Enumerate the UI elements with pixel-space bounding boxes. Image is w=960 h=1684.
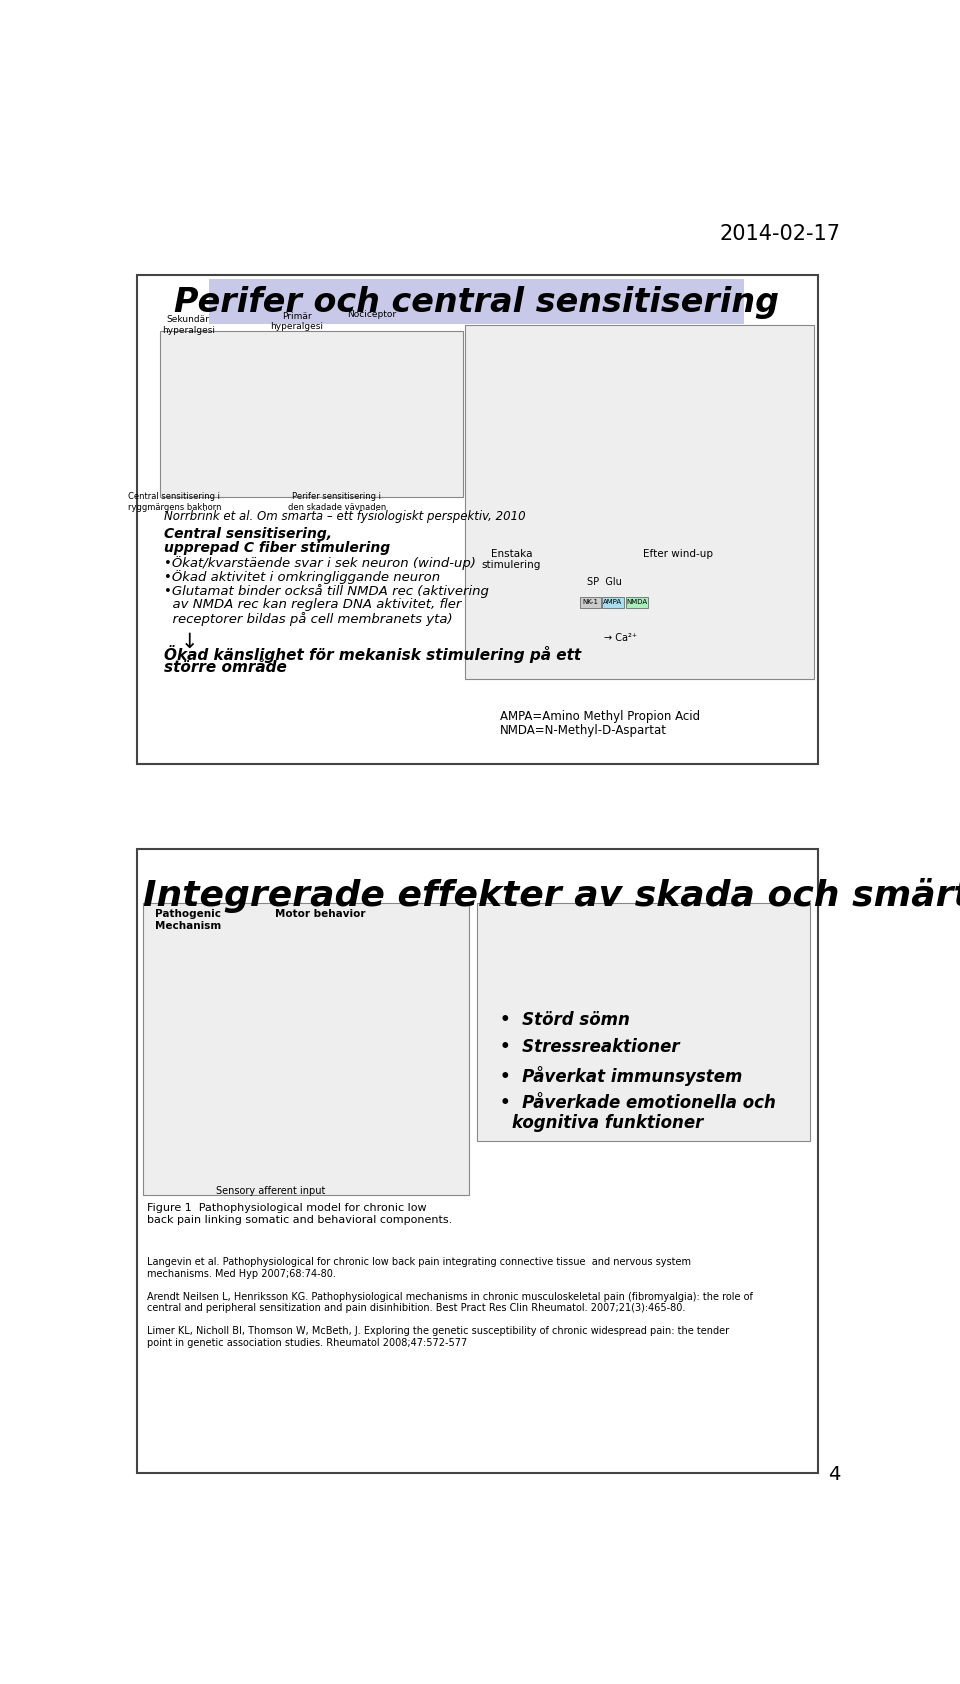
Text: •  Påverkade emotionella och: • Påverkade emotionella och xyxy=(500,1093,776,1111)
Text: större område: större område xyxy=(164,660,287,675)
Text: Norrbrink et al. Om smarta – ett fysiologiskt perspektiv, 2010: Norrbrink et al. Om smarta – ett fysiolo… xyxy=(164,510,526,524)
Text: 2014-02-17: 2014-02-17 xyxy=(720,224,841,244)
Text: SP  Glu: SP Glu xyxy=(587,578,622,588)
Text: NMDA: NMDA xyxy=(626,600,647,606)
Text: AMPA=Amino Methyl Propion Acid: AMPA=Amino Methyl Propion Acid xyxy=(500,711,700,724)
Text: •  Stressreaktioner: • Stressreaktioner xyxy=(500,1039,680,1056)
Bar xyxy=(476,903,809,1142)
Text: NK-1: NK-1 xyxy=(583,600,598,606)
Text: Langevin et al. Pathophysiological for chronic low back pain integrating connect: Langevin et al. Pathophysiological for c… xyxy=(147,1256,691,1278)
Text: kognitiva funktioner: kognitiva funktioner xyxy=(512,1113,704,1132)
Text: Figure 1  Pathophysiological model for chronic low
back pain linking somatic and: Figure 1 Pathophysiological model for ch… xyxy=(147,1202,452,1224)
Text: Pathogenic
Mechanism: Pathogenic Mechanism xyxy=(155,909,221,931)
Bar xyxy=(602,598,624,608)
Text: •  Påverkat immunsystem: • Påverkat immunsystem xyxy=(500,1066,742,1086)
Text: Perifer sensitisering i
den skadade vävnaden: Perifer sensitisering i den skadade vävn… xyxy=(288,492,386,512)
Text: upprepad C fiber stimulering: upprepad C fiber stimulering xyxy=(164,541,391,556)
Text: Enstaka
stimulering: Enstaka stimulering xyxy=(482,549,541,571)
Text: •Ökat/kvarstäende svar i sek neuron (wind-up): •Ökat/kvarstäende svar i sek neuron (win… xyxy=(164,556,476,571)
Text: Perifer och central sensitisering: Perifer och central sensitisering xyxy=(174,286,779,318)
Text: Efter wind-up: Efter wind-up xyxy=(643,549,713,559)
Bar xyxy=(137,849,818,1472)
Bar xyxy=(465,325,814,679)
Text: → Ca²⁺: → Ca²⁺ xyxy=(605,633,637,643)
Text: Arendt Neilsen L, Henriksson KG. Pathophysiological mechanisms in chronic muscul: Arendt Neilsen L, Henriksson KG. Pathoph… xyxy=(147,1292,753,1314)
Bar xyxy=(580,598,601,608)
Text: Sensory afferent input: Sensory afferent input xyxy=(216,1186,325,1196)
Bar xyxy=(160,332,463,497)
Text: Central sensitisering,: Central sensitisering, xyxy=(164,527,332,541)
Text: Sekundär
hyperalgesi: Sekundär hyperalgesi xyxy=(161,315,215,335)
Text: AMPA: AMPA xyxy=(603,600,622,606)
Bar xyxy=(209,280,744,323)
Text: Limer KL, Nicholl BI, Thomson W, McBeth, J. Exploring the genetic susceptibility: Limer KL, Nicholl BI, Thomson W, McBeth,… xyxy=(147,1327,730,1347)
Text: NMDA=N-Methyl-D-Aspartat: NMDA=N-Methyl-D-Aspartat xyxy=(500,724,667,738)
Bar xyxy=(143,903,468,1196)
Text: 4: 4 xyxy=(828,1465,841,1484)
Text: av NMDA rec kan reglera DNA aktivitet, fler: av NMDA rec kan reglera DNA aktivitet, f… xyxy=(164,598,462,611)
Text: •Ökad aktivitet i omkringliggande neuron: •Ökad aktivitet i omkringliggande neuron xyxy=(164,571,441,584)
Bar xyxy=(626,598,648,608)
Text: Ökad känslighet för mekanisk stimulering på ett: Ökad känslighet för mekanisk stimulering… xyxy=(164,645,582,663)
Text: •  Störd sömn: • Störd sömn xyxy=(500,1010,630,1029)
Text: receptorer bildas på cell membranets yta): receptorer bildas på cell membranets yta… xyxy=(164,611,453,626)
Text: Motor behavior: Motor behavior xyxy=(275,909,366,919)
Bar xyxy=(137,274,818,765)
Text: ↓: ↓ xyxy=(181,632,199,652)
Text: Central sensitisering i
ryggmärgens bakhorn: Central sensitisering i ryggmärgens bakh… xyxy=(128,492,221,512)
Text: Integrerade effekter av skada och smärta: Integrerade effekter av skada och smärta xyxy=(143,877,960,913)
Text: Primär
hyperalgesi: Primär hyperalgesi xyxy=(270,312,324,332)
Text: Nociceptor: Nociceptor xyxy=(348,310,396,320)
Text: •Glutamat binder också till NMDA rec (aktivering: •Glutamat binder också till NMDA rec (ak… xyxy=(164,584,489,598)
